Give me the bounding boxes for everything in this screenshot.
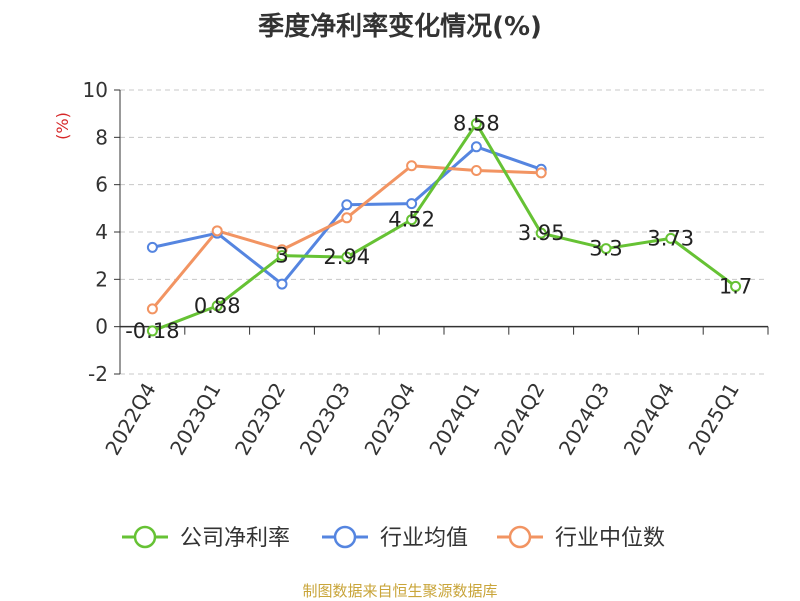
data-labels: -0.18 0.88 3 2.94 4.52 8.58 3.95 3.3 3.73 1.7: [125, 112, 752, 343]
data-label: 3: [275, 244, 288, 268]
data-point: [341, 251, 353, 263]
data-point: [276, 278, 288, 290]
x-tick-label: 2025Q1: [683, 379, 743, 460]
y-tick-label: 10: [83, 78, 108, 102]
data-point: [535, 227, 547, 239]
x-tick-label: 2023Q2: [230, 379, 290, 460]
legend-label: 行业均值: [380, 526, 468, 551]
x-tick-label: 2023Q4: [359, 379, 419, 460]
grid-lines: [120, 89, 768, 375]
legend: 公司净利率 行业均值 行业中位数: [122, 525, 665, 551]
legend-label: 行业中位数: [555, 526, 665, 551]
y-tick-label: -2: [88, 362, 108, 386]
data-points: [146, 118, 742, 337]
data-label: 2.94: [323, 245, 370, 269]
data-point: [406, 214, 418, 226]
y-tick-label: 2: [95, 267, 108, 291]
data-point: [276, 250, 288, 262]
legend-marker: [333, 525, 357, 549]
data-point: [535, 167, 547, 179]
series-line: [151, 164, 542, 310]
x-tick-label: 2023Q3: [295, 379, 355, 460]
series-line: [151, 122, 737, 333]
data-point: [600, 243, 612, 255]
legend-marker: [133, 525, 157, 549]
data-point: [146, 303, 158, 315]
data-point: [406, 198, 418, 210]
y-tick-label: 6: [95, 173, 108, 197]
x-tick-label: 2024Q3: [554, 379, 614, 460]
data-label: 3.73: [647, 226, 694, 250]
x-tick-label: 2024Q1: [424, 379, 484, 460]
data-point: [146, 241, 158, 253]
x-tick-label: 2023Q1: [165, 379, 225, 460]
data-point: [211, 225, 223, 237]
data-label: 4.52: [388, 208, 435, 232]
data-point: [470, 164, 482, 176]
data-point: [470, 141, 482, 153]
data-point: [211, 300, 223, 312]
data-point: [341, 199, 353, 211]
y-axis-label: (%): [53, 112, 72, 140]
data-point: [470, 118, 482, 130]
x-tick-label: 2024Q2: [489, 379, 549, 460]
source-note: 制图数据来自恒生聚源数据库: [302, 582, 498, 600]
data-label: 1.7: [719, 274, 752, 298]
legend-marker: [508, 525, 532, 549]
x-tick-label: 2022Q4: [100, 379, 160, 460]
y-tick-label: 0: [95, 315, 108, 339]
data-point: [665, 232, 677, 244]
y-tick-label: 8: [95, 125, 108, 149]
data-label: 0.88: [194, 294, 241, 318]
data-point: [406, 160, 418, 172]
data-label: 3.3: [589, 237, 622, 261]
data-label: 8.58: [453, 112, 500, 136]
data-point: [730, 280, 742, 292]
chart-title: 季度净利率变化情况(%): [258, 12, 542, 42]
data-point: [146, 325, 158, 337]
data-point: [341, 212, 353, 224]
data-label: 3.95: [518, 221, 565, 245]
legend-label: 公司净利率: [180, 526, 290, 551]
y-tick-label: 4: [95, 220, 108, 244]
x-tick-label: 2024Q4: [619, 379, 679, 460]
axes: -2 0 2 4 6 8 10 (%) 2022Q4 2023Q1 2023Q2 2023Q3 2023…: [53, 78, 769, 460]
data-label: -0.18: [125, 319, 179, 343]
